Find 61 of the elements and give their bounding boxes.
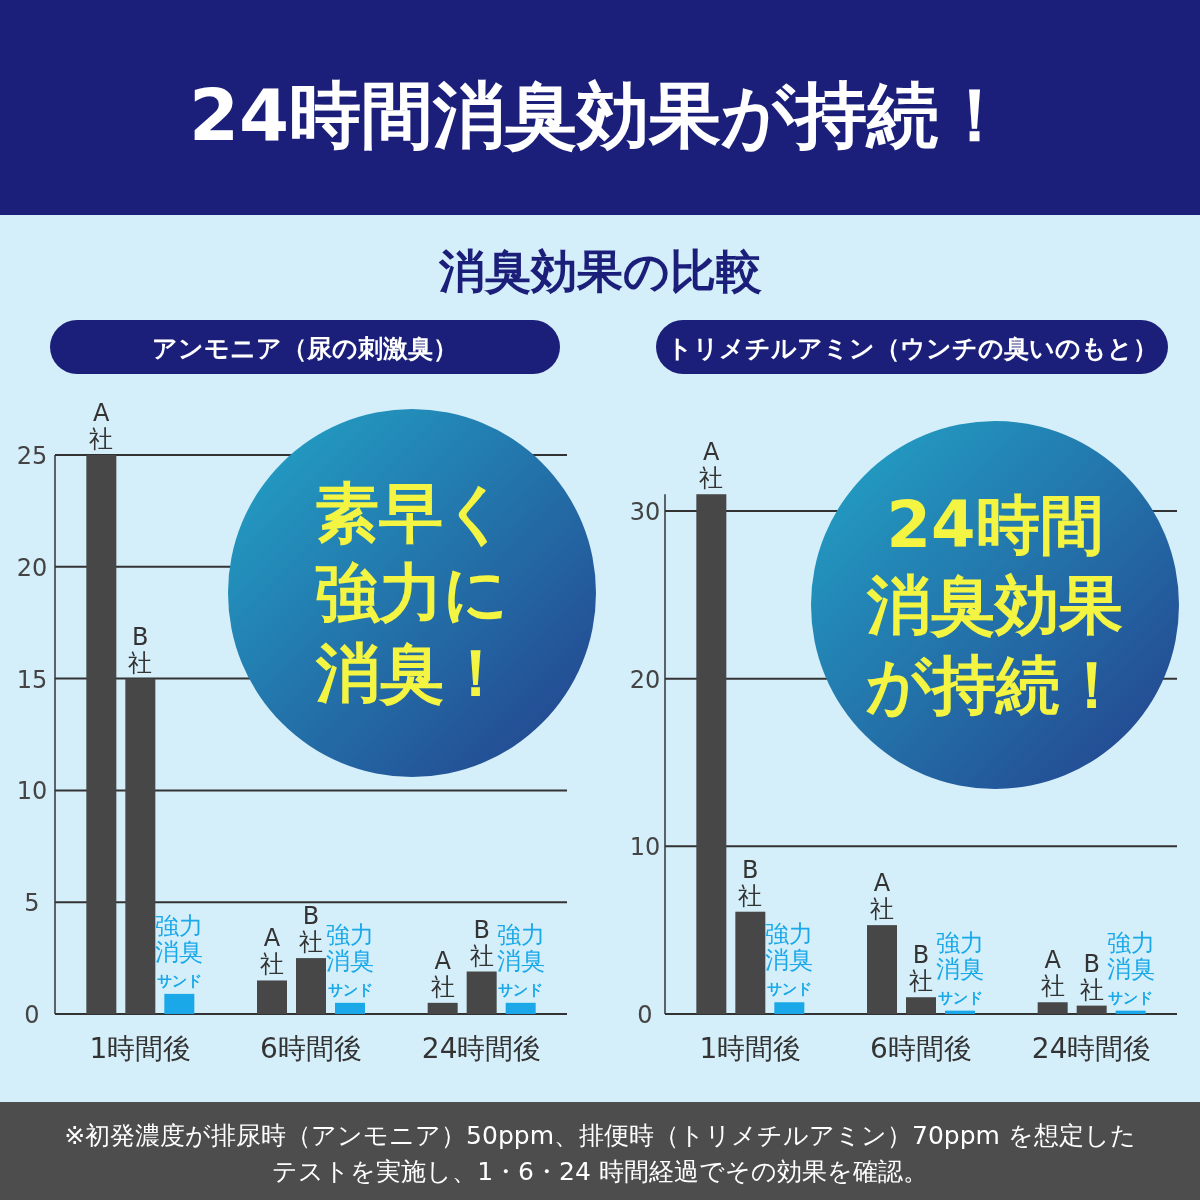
chart-title: アンモニア（尿の刺激臭） bbox=[152, 334, 458, 363]
bar bbox=[427, 1002, 458, 1014]
x-tick-label: 6時間後 bbox=[870, 1032, 972, 1065]
bar bbox=[774, 1002, 805, 1014]
annotation: 強力に bbox=[315, 556, 509, 630]
text: 強力消臭サンド bbox=[1106, 928, 1155, 1007]
text: B社 bbox=[469, 915, 494, 970]
text: B社 bbox=[299, 902, 323, 957]
text: B社 bbox=[1079, 949, 1104, 1004]
bar bbox=[335, 1002, 365, 1014]
y-tick-label: 10 bbox=[629, 833, 661, 862]
y-tick-label: 10 bbox=[16, 777, 48, 806]
annotation: 24時間 bbox=[886, 488, 1104, 562]
y-tick-label: 25 bbox=[16, 442, 48, 470]
chart-title: トリメチルアミン（ウンチの臭いのもと） bbox=[666, 334, 1158, 363]
text: 強力消臭サンド bbox=[326, 920, 374, 999]
text: A社 bbox=[870, 869, 894, 924]
annotation: が持続！ bbox=[866, 648, 1124, 722]
text: 強力消臭サンド bbox=[936, 928, 984, 1007]
bar bbox=[296, 958, 326, 1014]
text: A社 bbox=[1040, 946, 1065, 1001]
text: A社 bbox=[260, 924, 284, 979]
y-tick-label: 15 bbox=[16, 665, 48, 694]
y-tick-label: 30 bbox=[629, 498, 661, 526]
bar bbox=[1076, 1005, 1107, 1014]
y-tick-label: 20 bbox=[629, 665, 661, 694]
bar bbox=[164, 993, 195, 1014]
annotation: 素早く bbox=[315, 476, 509, 550]
bar bbox=[867, 925, 897, 1014]
bar bbox=[86, 455, 117, 1014]
x-tick-label: 1時間後 bbox=[699, 1032, 802, 1065]
bar bbox=[466, 971, 497, 1014]
y-tick-label: 0 bbox=[24, 1001, 40, 1029]
text: 消臭効果の比較 bbox=[437, 244, 762, 298]
bar bbox=[906, 997, 936, 1014]
bar bbox=[696, 494, 727, 1014]
series-label: A社 bbox=[699, 438, 724, 493]
text: A社 bbox=[430, 946, 455, 1001]
series-label: A社 bbox=[89, 399, 114, 453]
x-tick-label: 6時間後 bbox=[260, 1032, 362, 1065]
annotation: 消臭！ bbox=[315, 636, 508, 710]
bar bbox=[735, 911, 766, 1014]
y-tick-label: 5 bbox=[24, 889, 40, 918]
bar bbox=[257, 980, 287, 1014]
series-label: B社 bbox=[128, 622, 153, 677]
x-tick-label: 1時間後 bbox=[89, 1032, 192, 1065]
series-label: 強力消臭サンド bbox=[765, 920, 814, 999]
y-tick-label: 0 bbox=[637, 1001, 653, 1029]
bar bbox=[125, 678, 156, 1014]
series-label: B社 bbox=[738, 855, 763, 910]
x-tick-label: 24時間後 bbox=[1031, 1032, 1152, 1065]
x-tick-label: 24時間後 bbox=[421, 1032, 542, 1065]
series-label: 強力消臭サンド bbox=[155, 911, 204, 990]
y-tick-label: 20 bbox=[16, 553, 48, 582]
annotation: 消臭効果 bbox=[866, 568, 1123, 642]
text: ※初発濃度が排尿時（アンモニア）50ppm、排便時（トリメチルアミン）70ppm を想定したテストを実施し、1・6・24 時間経過でその効果を確認。 bbox=[63, 1120, 1137, 1188]
text: 24時間消臭効果が持続！ bbox=[188, 73, 1012, 157]
bar bbox=[1037, 1002, 1068, 1014]
text: 強力消臭サンド bbox=[496, 920, 545, 999]
bar bbox=[505, 1002, 536, 1014]
text: B社 bbox=[909, 941, 933, 996]
